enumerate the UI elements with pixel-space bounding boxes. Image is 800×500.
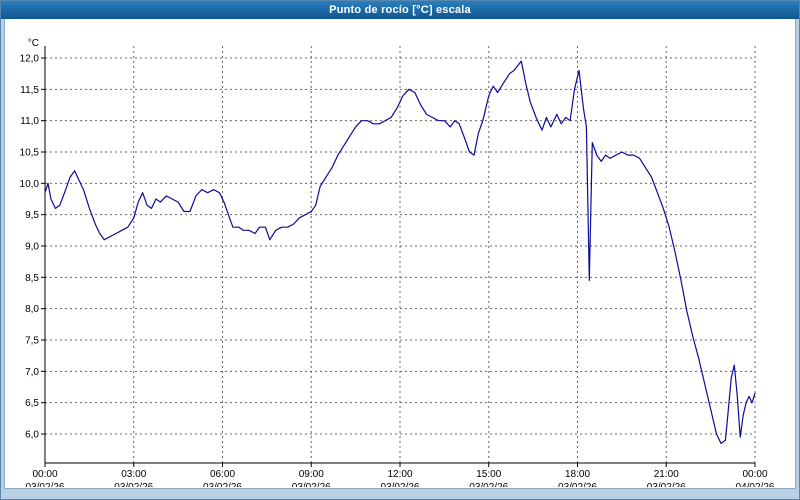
x-tick-date-label: 03/02/26 <box>26 482 65 487</box>
x-tick-date-label: 03/02/26 <box>647 482 686 487</box>
y-tick-label: 10,5 <box>20 148 40 159</box>
x-tick-time-label: 06:00 <box>210 469 235 480</box>
y-tick-label: 6,0 <box>25 430 39 441</box>
y-tick-label: 9,5 <box>25 210 39 221</box>
y-tick-label: 11,0 <box>20 116 39 127</box>
x-tick-time-label: 12:00 <box>387 469 412 480</box>
x-tick-time-label: 00:00 <box>742 469 767 480</box>
y-tick-label: 7,0 <box>25 367 39 378</box>
x-tick-date-label: 03/02/26 <box>203 482 242 487</box>
x-tick-date-label: 03/02/26 <box>558 482 597 487</box>
y-tick-label: 8,5 <box>25 273 39 284</box>
dew-point-series-line <box>44 60 756 444</box>
window-title: Punto de rocío [°C] escala <box>1 1 799 19</box>
x-tick-time-label: 00:00 <box>32 469 57 480</box>
y-tick-label: 6,5 <box>25 398 39 409</box>
y-tick-label: 9,0 <box>25 242 39 253</box>
x-tick-time-label: 09:00 <box>299 469 324 480</box>
x-tick-time-label: 21:00 <box>654 469 679 480</box>
x-tick-date-label: 03/02/26 <box>381 482 420 487</box>
y-axis-unit-label: °C <box>28 38 39 49</box>
x-tick-date-label: 03/02/26 <box>469 482 508 487</box>
y-tick-label: 7,5 <box>25 336 39 347</box>
chart-svg: 12,0 11,5 11,0 10,5 10,0 9,5 9,0 8,5 8,0 7,5 7,0 6,… <box>20 38 775 493</box>
x-tick-time-label: 03:00 <box>121 469 146 480</box>
y-tick-label: 11,5 <box>20 85 39 96</box>
y-tick-label: 10,0 <box>20 179 40 190</box>
x-tick-time-label: 15:00 <box>476 469 501 480</box>
y-tick-label: 8,0 <box>25 304 39 315</box>
x-tick-date-label: 03/02/26 <box>292 482 331 487</box>
x-tick-date-label: 03/02/26 <box>114 482 153 487</box>
x-tick-date-label: 04/02/26 <box>736 482 775 487</box>
y-tick-label: 12,0 <box>20 54 40 65</box>
x-tick-time-label: 18:00 <box>565 469 590 480</box>
chart-area: 12,0 11,5 11,0 10,5 10,0 9,5 9,0 8,5 8,0 7,5 7,0 6,… <box>4 19 796 493</box>
